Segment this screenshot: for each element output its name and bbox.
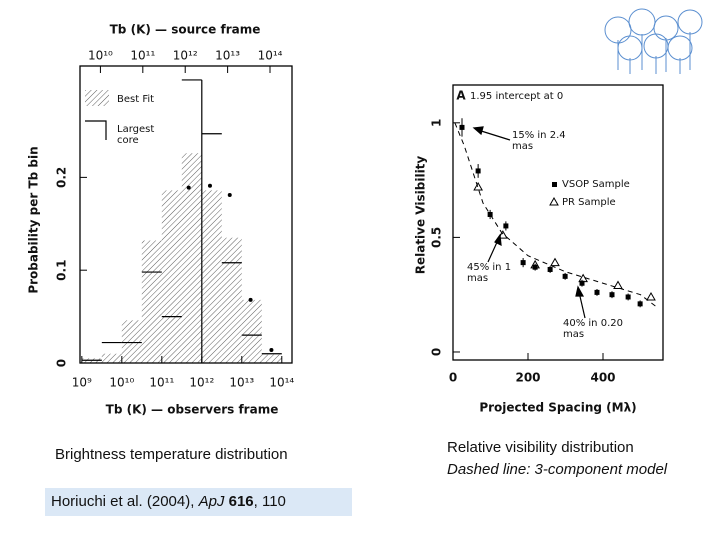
hist-bar xyxy=(181,153,202,363)
x-tick-label: 10⁹ xyxy=(72,376,92,390)
y-tick-label: 0 xyxy=(55,359,69,367)
right-caption: Relative visibility distribution xyxy=(447,439,634,456)
y-axis-label: Relative Visibility xyxy=(414,156,428,275)
data-point xyxy=(227,193,232,198)
citation-authors: Horiuchi et al. (2004), xyxy=(51,493,195,510)
data-point xyxy=(579,280,585,286)
hist-bar xyxy=(241,299,262,363)
panel-label: A xyxy=(456,89,466,103)
data-point xyxy=(609,292,615,298)
x-tick-label: 10¹³ xyxy=(229,376,254,390)
legend-label: VSOP Sample xyxy=(562,179,630,190)
annotation: 15% in 2.4 mas xyxy=(512,130,566,152)
citation-volume: 616 xyxy=(228,493,254,510)
hist-bar xyxy=(141,240,162,363)
annotation-arrows xyxy=(472,126,586,319)
right-note: Dashed line: 3-component model xyxy=(447,461,668,478)
y-tick-label: 0.1 xyxy=(55,260,69,281)
left-caption: Brightness temperature distribution xyxy=(55,446,288,463)
citation-box: Horiuchi et al. (2004), ApJ 616, 110 xyxy=(45,488,352,516)
data-point xyxy=(487,211,493,217)
citation-journal: ApJ xyxy=(198,493,225,510)
data-point xyxy=(248,297,253,302)
x-tick-label: 10¹⁰ xyxy=(109,376,134,390)
data-point xyxy=(459,124,465,130)
x2-tick-label: 10¹⁰ xyxy=(88,49,113,63)
legend-label: PR Sample xyxy=(562,197,616,208)
legend-swatch xyxy=(85,90,109,106)
x2-tick-label: 10¹⁴ xyxy=(258,49,283,63)
data-point xyxy=(613,280,623,290)
x-tick-label: 10¹⁴ xyxy=(269,376,294,390)
data-point xyxy=(594,289,600,295)
data-point xyxy=(562,273,568,279)
data-point xyxy=(530,259,540,269)
y-tick-label: 0 xyxy=(430,348,444,356)
annotation: 40% in 0.20 mas xyxy=(563,318,623,340)
data-point xyxy=(646,291,656,301)
data-point xyxy=(207,183,212,188)
plot-frame xyxy=(79,65,293,364)
legend-label: Best Fit xyxy=(117,94,155,105)
model-line xyxy=(454,122,656,307)
legend-label: Largest core xyxy=(117,124,155,146)
data-point xyxy=(269,348,274,353)
hist-bar xyxy=(101,353,122,363)
data-point xyxy=(498,230,508,239)
x2-tick-label: 10¹³ xyxy=(215,49,240,63)
y-tick-label: 1 xyxy=(430,119,444,127)
x-tick-label: 400 xyxy=(590,371,615,385)
x2-tick-label: 10¹¹ xyxy=(130,49,155,63)
hist-bar xyxy=(161,190,182,363)
y-tick-label: 0.5 xyxy=(430,227,444,248)
data-point xyxy=(625,294,631,300)
tree-icon xyxy=(604,8,703,74)
annotation: 1.95 intercept at 0 xyxy=(470,91,564,102)
data-point xyxy=(547,266,553,272)
legend-swatch xyxy=(549,196,559,206)
annotation: 45% in 1 mas xyxy=(467,262,512,284)
data-point xyxy=(520,260,526,266)
hist-bar xyxy=(261,354,282,363)
legend-swatch xyxy=(85,120,107,140)
plot-frame xyxy=(452,84,664,361)
x-axis-label: Projected Spacing (Mλ) xyxy=(479,401,636,415)
data-point xyxy=(186,185,191,190)
citation-pages: , 110 xyxy=(253,493,286,510)
y-axis-label: Probability per Tb bin xyxy=(27,146,41,293)
hist-bar xyxy=(221,237,242,363)
x-tick-label: 10¹¹ xyxy=(149,376,174,390)
data-point xyxy=(473,181,483,191)
data-point xyxy=(503,223,509,229)
x2-tick-label: 10¹² xyxy=(173,49,198,63)
y-tick-label: 0.2 xyxy=(55,167,69,188)
legend-swatch xyxy=(552,182,557,187)
data-point xyxy=(475,168,481,174)
x-tick-label: 200 xyxy=(515,371,540,385)
x-tick-label: 0 xyxy=(449,371,457,385)
data-point xyxy=(637,301,643,307)
chart-title: Tb (K) — source frame xyxy=(110,23,261,37)
x-axis-label: Tb (K) — observers frame xyxy=(106,403,279,417)
hist-bar xyxy=(201,190,222,363)
data-point xyxy=(532,264,538,270)
hist-bar xyxy=(121,320,142,363)
x-tick-label: 10¹² xyxy=(189,376,214,390)
data-point xyxy=(550,257,560,267)
